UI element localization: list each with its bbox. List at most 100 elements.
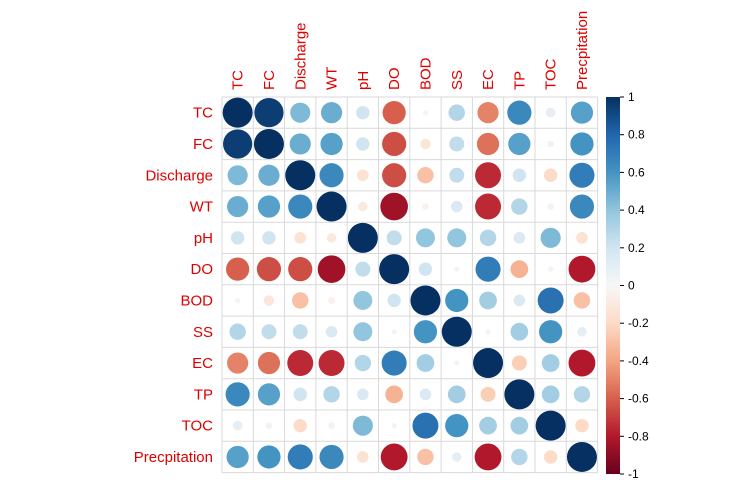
corr-circle-FC-EC (476, 132, 500, 156)
corr-circle-FC-TC (223, 129, 253, 159)
corr-circle-TP-pH (357, 388, 369, 401)
row-label: WT (190, 199, 213, 216)
corr-circle-Precpitation-SS (452, 452, 462, 462)
corr-circle-BOD-TC (235, 297, 241, 304)
column-label: Precpitation (574, 11, 591, 90)
corr-circle-WT-FC (257, 195, 281, 218)
corr-circle-TP-Precpitation (573, 386, 591, 403)
corr-circle-pH-EC (479, 229, 497, 247)
corr-circle-SS-Discharge (292, 324, 308, 340)
corr-circle-pH-WT (326, 233, 337, 243)
corr-circle-TP-TOC (541, 385, 560, 404)
corr-circle-TC-DO (382, 101, 406, 125)
colorbar-tick-label: -0.6 (628, 392, 649, 406)
corr-circle-DO-pH (355, 261, 371, 277)
corr-circle-DO-FC (256, 257, 282, 282)
column-label: BOD (417, 57, 434, 90)
corr-circle-pH-BOD (415, 228, 435, 248)
corr-circle-WT-TOC (547, 203, 555, 210)
corr-circle-FC-TP (508, 132, 531, 156)
corr-circle-FC-SS (449, 136, 465, 152)
corr-circle-SS-WT (325, 325, 338, 338)
colorbar-tick-label: 0.6 (628, 165, 645, 179)
corr-circle-TP-WT (323, 386, 340, 403)
corr-circle-DO-TC (226, 257, 250, 281)
corr-circle-pH-Discharge (294, 232, 307, 244)
colorbar-tick-label: 0.8 (628, 128, 645, 142)
corr-circle-DO-TOC (548, 266, 554, 272)
corr-circle-TOC-TC (232, 420, 243, 431)
corr-circle-TC-TP (507, 100, 532, 125)
corr-circle-TC-BOD (422, 110, 429, 116)
corr-circle-pH-TP (513, 232, 526, 244)
colorbar-ticks: 1 0.8 0.6 0.4 0.2 0 -0.2 -0.4 -0.6 -0.8 -1 (620, 90, 649, 481)
colorbar-tick-label: 0 (628, 279, 635, 293)
corr-circle-pH-SS (447, 228, 467, 248)
corr-circle-FC-WT (320, 132, 343, 156)
corr-circle-TP-Discharge (293, 387, 307, 402)
corr-circle-TOC-EC (479, 416, 497, 435)
corr-circle-BOD-WT (328, 297, 335, 304)
row-label: Discharge (145, 167, 213, 184)
corr-circle-FC-Precpitation (570, 132, 594, 156)
corr-circle-TP-DO (385, 385, 404, 404)
corr-circle-pH-TC (230, 231, 245, 245)
corr-circle-TOC-TP (510, 416, 529, 435)
corr-circle-EC-BOD (416, 354, 435, 372)
corr-circle-BOD-EC (479, 291, 497, 310)
corr-circle-Precpitation-Precpitation (566, 441, 597, 472)
corr-circle-TOC-Discharge (293, 418, 307, 433)
corr-circle-WT-TC (227, 195, 249, 218)
column-label: EC (480, 69, 497, 90)
row-label: Precpitation (134, 449, 213, 466)
corr-circle-TP-EC (480, 386, 496, 402)
corr-circle-Precpitation-EC (474, 443, 502, 471)
corr-circle-Discharge-EC (475, 162, 502, 189)
column-label: TP (511, 71, 528, 90)
corr-circle-EC-pH (354, 354, 372, 372)
corr-circle-Discharge-TOC (543, 168, 558, 182)
row-label: FC (193, 136, 213, 153)
corr-circle-SS-BOD (413, 320, 438, 344)
colorbar-tick-label: 0.2 (628, 241, 645, 255)
column-labels: TC FC Discharge WT pH DO BOD SS EC TP TOC Precpitat… (230, 11, 591, 90)
corr-circle-SS-pH (353, 322, 373, 342)
corr-circle-Discharge-pH (357, 169, 369, 182)
colorbar-tick-label: -0.8 (628, 429, 649, 443)
corr-circle-TOC-DO (391, 423, 397, 429)
corr-circle-WT-TP (511, 198, 528, 215)
corr-circle-Discharge-TP (512, 168, 527, 182)
corr-circle-BOD-TOC (537, 287, 564, 314)
corr-circle-BOD-FC (263, 295, 275, 306)
corr-circle-TC-EC (477, 102, 499, 124)
corr-circle-FC-DO (382, 131, 407, 157)
corr-circle-TC-Precpitation (570, 101, 594, 124)
corr-circle-EC-Discharge (287, 350, 314, 377)
corr-circle-TC-WT (320, 102, 343, 124)
corr-circle-EC-TC (227, 352, 249, 374)
corr-circle-Precpitation-TOC (543, 450, 558, 464)
row-labels: TC FC Discharge WT pH DO BOD SS EC TP TOC Precpitat… (134, 105, 213, 466)
corr-circle-WT-BOD (422, 203, 429, 210)
corr-circle-TOC-WT (328, 422, 335, 429)
colorbar-tick-label: 0.4 (628, 203, 645, 217)
corr-circle-TC-FC (254, 98, 284, 128)
corr-circle-WT-WT (316, 191, 347, 222)
corr-circle-SS-TP (510, 322, 529, 341)
corr-circle-Discharge-TC (227, 165, 248, 186)
corr-circle-TP-BOD (419, 388, 432, 401)
colorbar-tick-label: -1 (628, 467, 639, 481)
row-label: TOC (182, 418, 214, 435)
corr-circle-TOC-Precpitation (575, 418, 589, 433)
corr-circle-WT-Discharge (288, 194, 313, 219)
corr-circle-BOD-pH (353, 290, 373, 310)
corr-circle-TP-TC (225, 382, 250, 407)
corr-circle-Precpitation-pH (357, 451, 369, 463)
corr-circle-EC-Precpitation (568, 349, 596, 377)
corr-circle-Discharge-BOD (417, 167, 434, 184)
corr-circle-TP-FC (257, 383, 281, 406)
corr-circle-TP-TP (504, 379, 535, 410)
corr-circle-SS-EC (485, 329, 491, 335)
corr-circle-SS-FC (261, 324, 277, 340)
column-label: FC (261, 70, 278, 90)
